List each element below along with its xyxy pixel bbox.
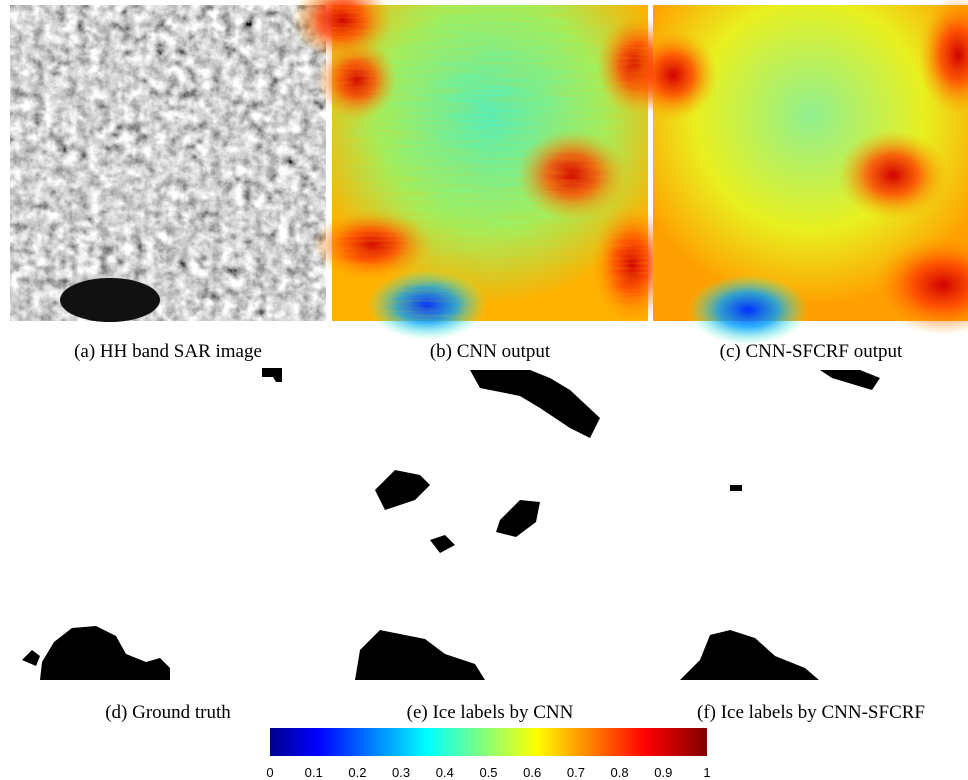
caption: (d) Ground truth: [105, 702, 231, 723]
caption: (e) Ice labels by CNN: [407, 702, 574, 723]
colorbar-tick-label: 0.3: [392, 765, 410, 780]
caption: (b) CNN output: [430, 341, 551, 362]
colorbar-tick-label: 0: [266, 765, 273, 780]
colorbar-tick-label: 0.2: [348, 765, 366, 780]
figure: (a) HH band SAR image (b) CNN output (c)…: [0, 0, 968, 780]
colorbar-tick-label: 0.4: [436, 765, 454, 780]
colorbar-tick-label: 0.5: [479, 765, 497, 780]
caption: (a) HH band SAR image: [74, 341, 262, 362]
panel-f: [680, 370, 880, 680]
panel-e: [355, 370, 600, 680]
colorbar-tick-label: 0.6: [523, 765, 541, 780]
colorbar: [270, 728, 707, 756]
panel-c: [628, 0, 968, 345]
panel-a: [10, 5, 326, 322]
colorbar-tick-label: 0.9: [654, 765, 672, 780]
colorbar-tick-label: 0.8: [611, 765, 629, 780]
caption: (c) CNN-SFCRF output: [720, 341, 903, 362]
colorbar-tick-label: 0.1: [305, 765, 323, 780]
panel-d: [22, 368, 282, 680]
caption: (f) Ice labels by CNN-SFCRF: [697, 702, 925, 723]
panel-b: [292, 0, 677, 340]
colorbar-tick-label: 1: [703, 765, 710, 780]
colorbar-tick-label: 0.7: [567, 765, 585, 780]
page: (a) HH band SAR image (b) CNN output (c)…: [0, 0, 968, 780]
